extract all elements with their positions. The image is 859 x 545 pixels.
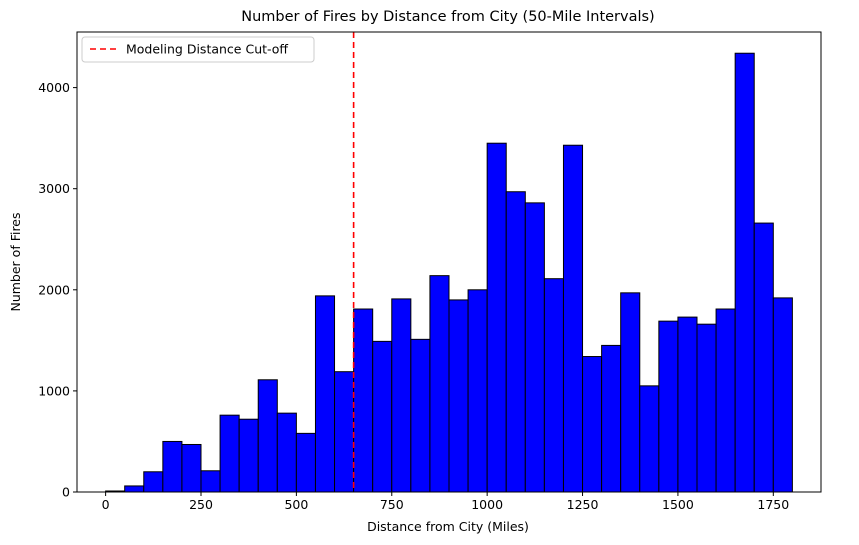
x-tick-label: 750 [380,497,404,512]
histogram-bar [295,432,316,493]
histogram-bar [524,202,545,493]
histogram-bar [543,278,564,493]
x-tick-label: 250 [189,497,213,512]
histogram-bar [200,470,221,493]
y-tick-label: 1000 [38,383,70,398]
histogram-bar [410,338,431,493]
histogram-bar [601,344,622,493]
x-axis-label: Distance from City (Miles) [367,519,529,534]
histogram-bar [620,292,641,493]
histogram-bar [219,414,240,493]
histogram-bar [639,385,660,493]
x-axis-ticks: 0 250 500 750 1000 1250 1500 1750 [102,492,789,512]
legend: Modeling Distance Cut-off [81,36,315,63]
histogram-bar [562,144,584,493]
plot-frame [76,31,822,493]
histogram-bar [334,371,355,493]
x-tick-label: 1000 [471,497,503,512]
histogram-bar [276,412,297,493]
y-tick-label: 0 [62,485,70,500]
histogram-bar [505,191,526,493]
histogram-bar [238,418,259,493]
histogram-bar [181,443,202,493]
x-tick-label: 1750 [757,497,789,512]
histogram-bar [677,316,698,493]
histogram-bar [734,52,755,493]
histogram-bar [372,340,393,493]
histogram-bar [314,295,336,493]
legend-box [81,36,315,63]
x-tick-label: 0 [102,497,110,512]
histogram-bar [448,299,469,493]
y-tick-label: 3000 [38,181,70,196]
histogram-bar [162,440,183,493]
histogram-bar [658,320,679,493]
x-tick-label: 1250 [567,497,599,512]
histogram-bar [582,356,603,493]
histogram-bar [696,323,717,493]
histogram-bar [715,308,736,493]
y-axis-label: Number of Fires [8,212,23,311]
histogram-bar [124,485,145,493]
legend-label: Modeling Distance Cut-off [126,42,288,57]
histogram-bar [391,298,412,493]
histogram-bar [467,289,488,493]
histogram-bar [257,379,278,493]
histogram-bar [143,471,164,493]
y-tick-label: 4000 [38,80,70,95]
histogram-bar [753,222,774,493]
bars-group [105,52,793,493]
histogram-bar [772,297,793,493]
chart-title: Number of Fires by Distance from City (5… [241,9,654,25]
y-tick-label: 2000 [38,282,70,297]
histogram-bar [486,142,507,493]
histogram-bar [353,308,374,493]
x-tick-label: 1500 [662,497,694,512]
x-tick-label: 500 [284,497,308,512]
histogram-bar [429,275,450,493]
y-axis-ticks: 0 1000 2000 3000 4000 [38,80,77,500]
